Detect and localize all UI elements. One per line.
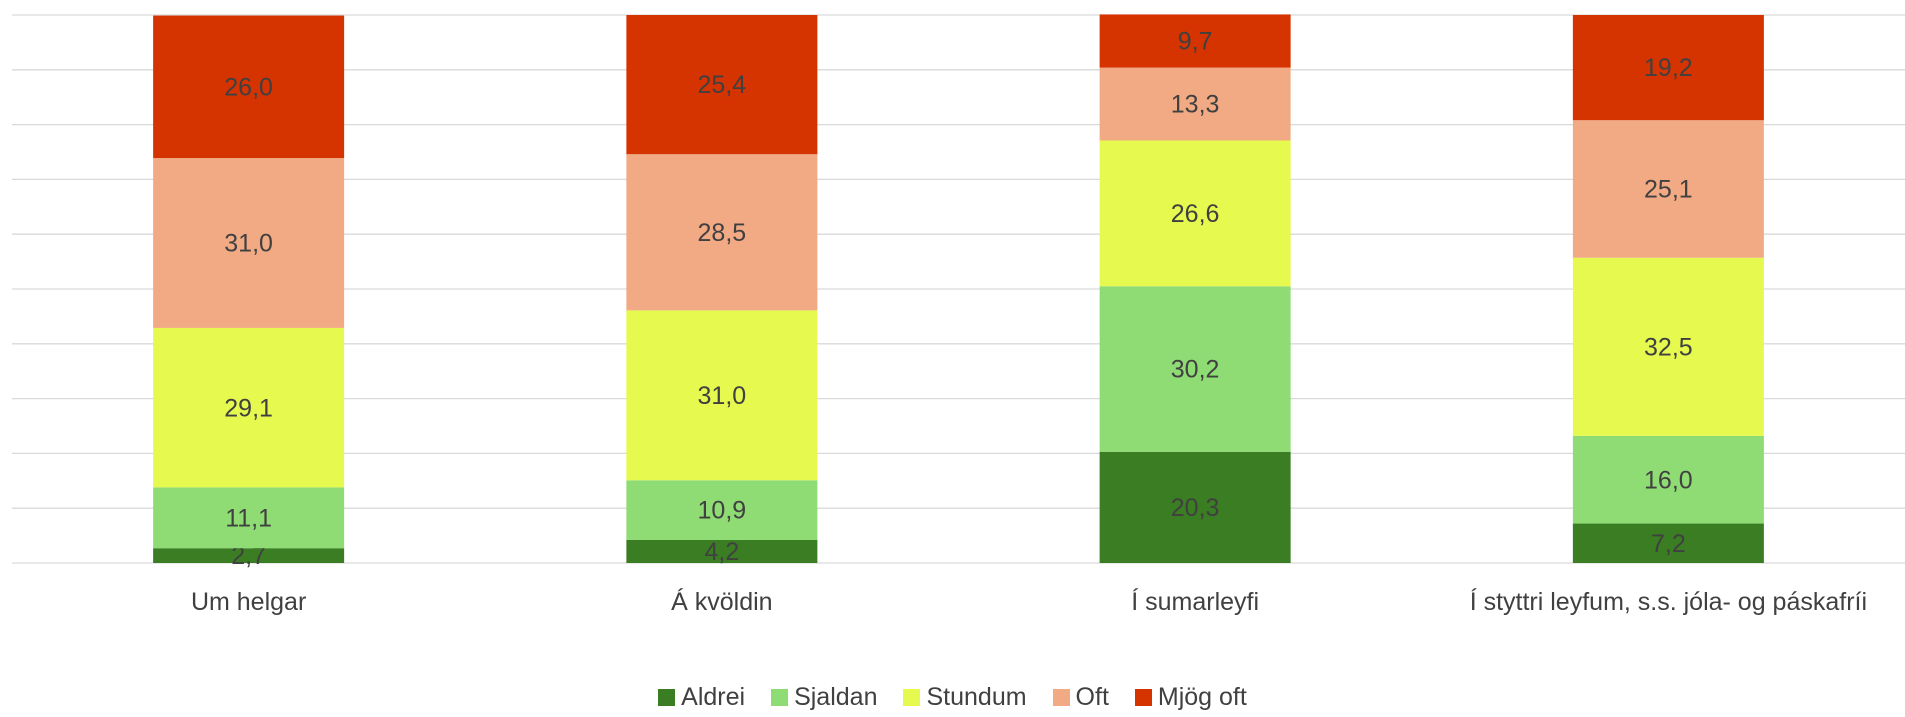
- bar-segment: [1572, 120, 1764, 258]
- data-label: 25,1: [1644, 176, 1693, 204]
- legend-item: Oft: [1052, 683, 1109, 712]
- data-label: 31,0: [224, 230, 273, 258]
- data-label: 26,0: [224, 73, 273, 101]
- x-tick-label: Um helgar: [190, 588, 307, 616]
- data-label: 25,4: [698, 71, 747, 99]
- bar-segment: [626, 15, 818, 155]
- data-label: 4,2: [704, 538, 739, 566]
- legend-label: Oft: [1075, 683, 1109, 711]
- data-label: 32,5: [1644, 333, 1693, 361]
- legend-label: Sjaldan: [794, 683, 878, 711]
- bar-segment: [153, 327, 345, 488]
- bar-segment: [1099, 14, 1291, 68]
- data-label: 26,6: [1171, 200, 1220, 228]
- data-label: 30,2: [1171, 356, 1220, 384]
- legend-label: Mjög oft: [1157, 683, 1247, 711]
- data-label: 16,0: [1644, 466, 1693, 494]
- legend-swatch: [658, 689, 676, 706]
- legend-label: Stundum: [926, 683, 1027, 711]
- legend-swatch: [903, 689, 921, 706]
- data-label: 20,3: [1171, 494, 1220, 522]
- legend: Aldrei Sjaldan Stundum Oft Mjög oft: [0, 683, 1905, 712]
- data-label: 31,0: [698, 382, 747, 410]
- bar-segment: [1099, 451, 1291, 563]
- x-tick-label: Á kvöldin: [671, 588, 773, 616]
- data-label: 9,7: [1178, 28, 1213, 56]
- bar-segment: [153, 15, 345, 159]
- legend-swatch: [1052, 689, 1070, 706]
- bar-segment: [153, 487, 345, 549]
- bar-segment: [1099, 286, 1291, 452]
- bar-segment: [626, 480, 818, 540]
- legend-item: Stundum: [903, 683, 1027, 712]
- data-label: 28,5: [698, 219, 747, 247]
- data-label: 19,2: [1644, 54, 1693, 82]
- legend-item: Aldrei: [658, 683, 745, 712]
- bar-segment: [1572, 15, 1764, 121]
- bar-segment: [1099, 67, 1291, 141]
- x-tick-label: Í sumarleyfi: [1131, 588, 1260, 616]
- x-tick-label: Í styttri leyfum, s.s. jóla- og páskafrí…: [1469, 588, 1868, 616]
- data-label: 11,1: [225, 504, 272, 532]
- bar-segment: [1572, 257, 1764, 436]
- bar-segment: [1572, 435, 1764, 524]
- bar-segment: [1572, 523, 1764, 563]
- bar-segment: [626, 154, 818, 311]
- legend-swatch: [1134, 689, 1152, 706]
- legend-item: Mjög oft: [1134, 683, 1247, 712]
- legend-swatch: [771, 689, 789, 706]
- bar-segment: [626, 310, 818, 481]
- legend-label: Aldrei: [681, 683, 746, 711]
- bar-segment: [153, 548, 345, 563]
- bar-segment: [626, 539, 818, 563]
- data-label: 13,3: [1171, 91, 1220, 119]
- data-label: 7,2: [1651, 530, 1686, 558]
- legend-item: Sjaldan: [771, 683, 877, 712]
- data-label: 29,1: [224, 394, 273, 422]
- bar-segment: [1099, 140, 1291, 287]
- data-label: 10,9: [698, 497, 747, 525]
- bar-segment: [153, 158, 345, 328]
